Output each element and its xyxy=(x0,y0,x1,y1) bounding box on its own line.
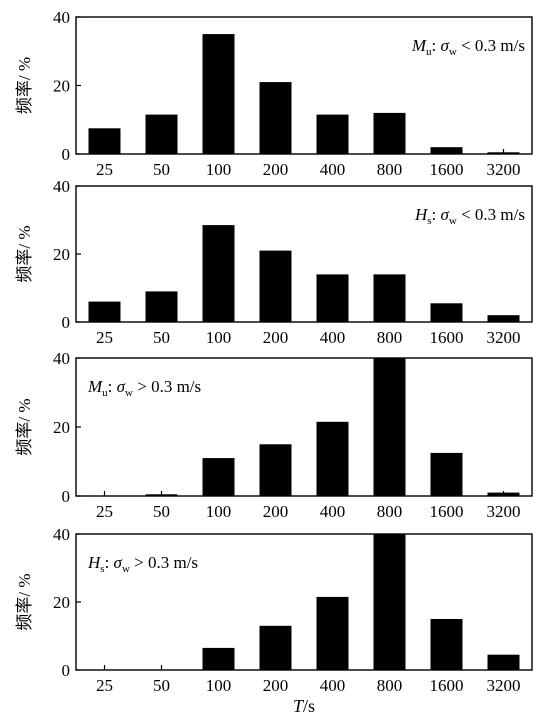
x-tick-label-2-25: 25 xyxy=(96,328,113,347)
bar-2-100 xyxy=(202,225,235,322)
annotation-2: Hs: σw < 0.3 m/s xyxy=(414,205,525,227)
bar-4-3200 xyxy=(487,654,520,670)
y-tick-label-2-20: 20 xyxy=(53,245,70,264)
bar-1-400 xyxy=(316,114,349,154)
bar-2-200 xyxy=(259,250,292,322)
x-tick-label-1-100: 100 xyxy=(206,160,232,179)
x-tick-label-1-200: 200 xyxy=(263,160,289,179)
x-tick-label-3-3200: 3200 xyxy=(487,502,521,521)
x-tick-label-2-3200: 3200 xyxy=(487,328,521,347)
x-tick-label-4-50: 50 xyxy=(153,676,170,695)
x-tick-label-4-800: 800 xyxy=(377,676,403,695)
bar-1-200 xyxy=(259,82,292,154)
x-tick-label-1-25: 25 xyxy=(96,160,113,179)
x-tick-label-4-25: 25 xyxy=(96,676,113,695)
annotation-3: Mu: σw > 0.3 m/s xyxy=(87,377,201,399)
x-tick-label-2-1600: 1600 xyxy=(430,328,464,347)
x-tick-label-2-50: 50 xyxy=(153,328,170,347)
bar-3-400 xyxy=(316,421,349,496)
bar-1-100 xyxy=(202,34,235,154)
y-tick-label-2-40: 40 xyxy=(53,177,70,196)
x-tick-label-2-200: 200 xyxy=(263,328,289,347)
x-axis-label: T/s xyxy=(293,696,315,716)
bar-2-25 xyxy=(88,301,121,322)
bar-2-50 xyxy=(145,291,178,322)
bar-3-100 xyxy=(202,458,235,496)
x-tick-label-3-800: 800 xyxy=(377,502,403,521)
bar-2-1600 xyxy=(430,303,463,322)
x-tick-label-4-1600: 1600 xyxy=(430,676,464,695)
bar-3-200 xyxy=(259,444,292,497)
x-tick-label-1-1600: 1600 xyxy=(430,160,464,179)
x-tick-label-3-1600: 1600 xyxy=(430,502,464,521)
bar-2-800 xyxy=(373,274,406,322)
bar-4-100 xyxy=(202,647,235,670)
bar-2-400 xyxy=(316,274,349,322)
x-tick-label-4-3200: 3200 xyxy=(487,676,521,695)
x-tick-label-3-50: 50 xyxy=(153,502,170,521)
x-tick-label-4-200: 200 xyxy=(263,676,289,695)
bar-4-800 xyxy=(373,534,406,670)
annotation-1: Mu: σw < 0.3 m/s xyxy=(411,36,525,58)
x-tick-label-3-200: 200 xyxy=(263,502,289,521)
y-axis-label-3: 频率/ % xyxy=(15,398,34,455)
bar-3-1600 xyxy=(430,452,463,496)
y-tick-label-1-0: 0 xyxy=(62,145,71,164)
y-tick-label-3-40: 40 xyxy=(53,349,70,368)
x-tick-label-3-400: 400 xyxy=(320,502,346,521)
x-tick-label-1-50: 50 xyxy=(153,160,170,179)
y-tick-label-1-20: 20 xyxy=(53,77,70,96)
bar-4-200 xyxy=(259,625,292,670)
x-tick-label-2-100: 100 xyxy=(206,328,232,347)
x-tick-label-1-3200: 3200 xyxy=(487,160,521,179)
x-tick-label-2-800: 800 xyxy=(377,328,403,347)
x-tick-label-4-400: 400 xyxy=(320,676,346,695)
y-axis-label-4: 频率/ % xyxy=(15,573,34,630)
bar-3-800 xyxy=(373,358,406,496)
y-tick-label-3-20: 20 xyxy=(53,418,70,437)
y-tick-label-4-40: 40 xyxy=(53,525,70,544)
x-tick-label-3-100: 100 xyxy=(206,502,232,521)
y-axis-label-1: 频率/ % xyxy=(15,57,34,114)
bar-1-800 xyxy=(373,112,406,154)
y-tick-label-4-0: 0 xyxy=(62,661,71,680)
y-tick-label-4-20: 20 xyxy=(53,593,70,612)
x-tick-label-1-400: 400 xyxy=(320,160,346,179)
bar-4-1600 xyxy=(430,619,463,670)
x-tick-label-3-25: 25 xyxy=(96,502,113,521)
y-tick-label-2-0: 0 xyxy=(62,313,71,332)
x-tick-label-2-400: 400 xyxy=(320,328,346,347)
y-tick-label-1-40: 40 xyxy=(53,8,70,27)
bar-1-50 xyxy=(145,114,178,154)
annotation-4: Hs: σw > 0.3 m/s xyxy=(87,553,198,575)
y-tick-label-3-0: 0 xyxy=(62,487,71,506)
x-tick-label-1-800: 800 xyxy=(377,160,403,179)
x-tick-label-4-100: 100 xyxy=(206,676,232,695)
bar-4-400 xyxy=(316,596,349,670)
y-axis-label-2: 频率/ % xyxy=(15,225,34,282)
